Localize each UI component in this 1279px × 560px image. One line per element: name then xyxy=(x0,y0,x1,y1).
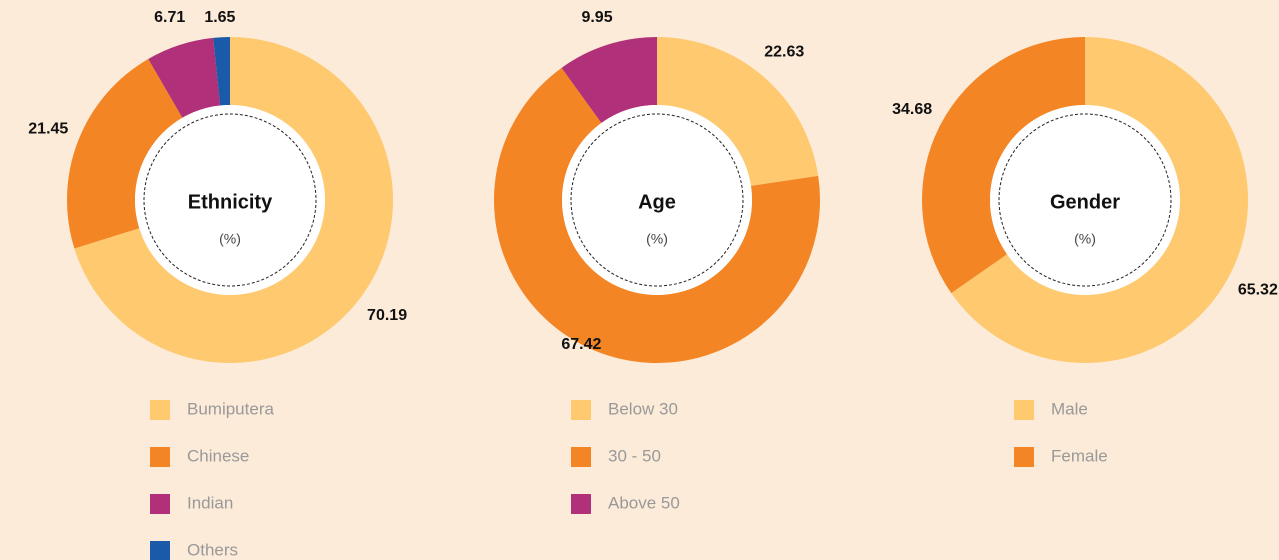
chart-subtitle: (%) xyxy=(646,231,668,247)
legend-swatch xyxy=(571,400,591,420)
slice xyxy=(493,67,820,363)
chart-title: Ethnicity xyxy=(188,191,273,213)
legend-label: Indian xyxy=(187,493,233,512)
value-label: 21.45 xyxy=(28,120,68,137)
slice xyxy=(951,37,1248,364)
slice xyxy=(67,58,183,249)
slice xyxy=(74,37,393,363)
chart-title: Gender xyxy=(1050,191,1120,213)
inner-circle xyxy=(990,105,1180,295)
legend-swatch xyxy=(150,447,170,467)
legend-swatch xyxy=(1014,400,1034,420)
inner-circle xyxy=(135,105,325,295)
legend-label: Chinese xyxy=(187,446,249,465)
slice xyxy=(922,37,1085,294)
legend-swatch xyxy=(150,541,170,560)
slice xyxy=(148,37,221,118)
legend-label: Female xyxy=(1051,446,1108,465)
value-label: 6.71 xyxy=(154,9,185,26)
slice xyxy=(657,37,819,186)
legend-label: Male xyxy=(1051,399,1088,418)
legend-swatch xyxy=(1014,447,1034,467)
legend-swatch xyxy=(150,400,170,420)
legend-label: 30 - 50 xyxy=(608,446,661,465)
value-label: 22.63 xyxy=(764,43,804,60)
legend-label: Below 30 xyxy=(608,399,678,418)
value-label: 65.32 xyxy=(1238,281,1278,298)
dashed-ring xyxy=(570,113,744,287)
slice xyxy=(213,37,230,106)
legend-swatch xyxy=(571,494,591,514)
legend-swatch xyxy=(571,447,591,467)
chart-subtitle: (%) xyxy=(1074,231,1096,247)
legend-label: Above 50 xyxy=(608,493,680,512)
dashed-ring xyxy=(143,113,317,287)
value-label: 70.19 xyxy=(367,307,407,324)
legend-swatch xyxy=(150,494,170,514)
value-label: 34.68 xyxy=(892,101,932,118)
slice xyxy=(561,37,657,123)
inner-circle xyxy=(562,105,752,295)
value-label: 1.65 xyxy=(204,9,235,26)
value-label: 67.42 xyxy=(561,336,601,353)
chart-subtitle: (%) xyxy=(219,231,241,247)
legend-label: Others xyxy=(187,540,238,559)
value-label: 9.95 xyxy=(581,9,612,26)
chart-title: Age xyxy=(638,191,676,213)
dashed-ring xyxy=(998,113,1172,287)
legend-label: Bumiputera xyxy=(187,399,274,418)
